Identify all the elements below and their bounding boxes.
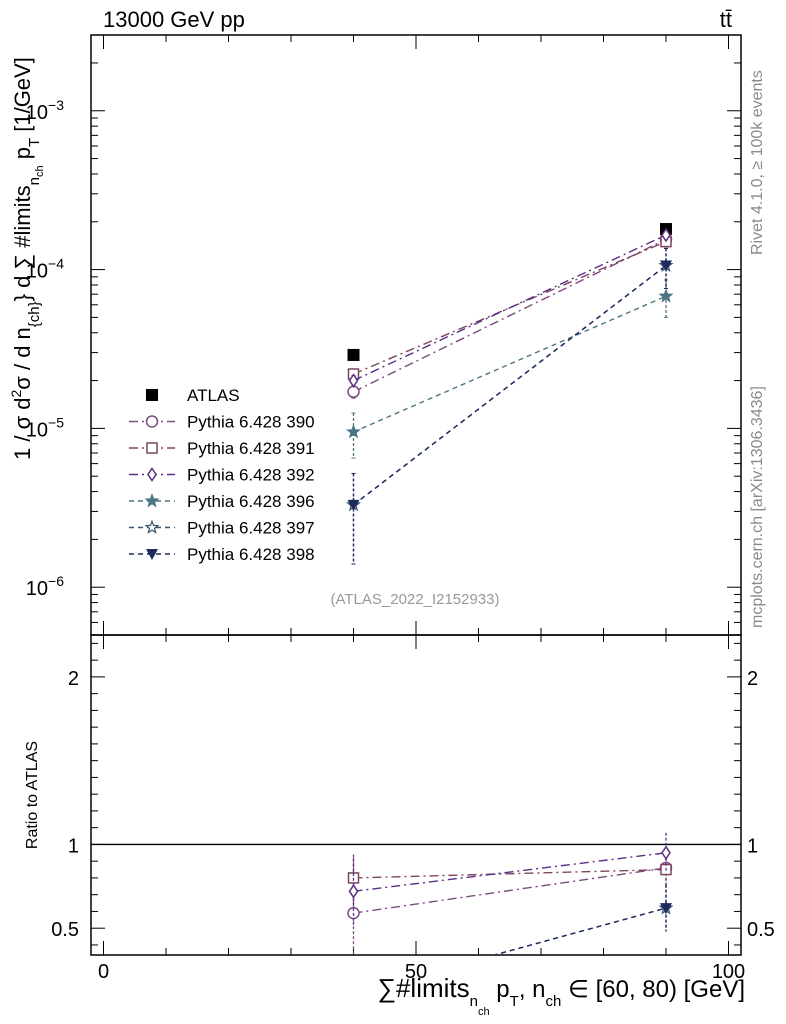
x-tick-label: 50	[405, 961, 427, 983]
series-p397	[346, 247, 674, 565]
x-tick-label: 100	[712, 961, 745, 983]
mcplots-label: mcplots.cern.ch [arXiv:1306.3436]	[749, 386, 766, 628]
legend-entry-p392: Pythia 6.428 392	[129, 466, 315, 485]
series-line-p396	[353, 295, 667, 433]
energy-label: 13000 GeV pp	[103, 7, 245, 32]
legend-entry-p390: Pythia 6.428 390	[129, 413, 315, 432]
x-tick-label: 0	[98, 961, 109, 983]
main-y-axis-label: 1 / σ d2σ / d n{ch}} d ∑ #limitsnch pT […	[8, 57, 46, 460]
main-panel: 10−6 10−5 10−4 10−3 (ATLAS_2022_I2152933) A…	[26, 34, 742, 636]
ratio-y-tick-label: 1	[68, 835, 79, 857]
legend-marker	[146, 389, 158, 401]
ratio-y-tick-label: 2	[68, 668, 79, 690]
ratio-y-tick-label-right: 0.5	[747, 919, 775, 941]
point-p396	[345, 423, 362, 439]
ratio-series-p398	[348, 884, 672, 1000]
point-atlas	[347, 348, 360, 361]
ratio-line-p390	[353, 867, 667, 914]
legend-marker	[147, 467, 157, 482]
ratio-point-p392	[348, 883, 359, 899]
ratio-series-p391	[347, 852, 672, 902]
series-p396	[345, 279, 674, 459]
process-label: tt̄	[720, 7, 732, 32]
ratio-y-tick-label: 0.5	[51, 919, 79, 941]
ratio-series-p392	[348, 832, 671, 925]
series-atlas	[347, 223, 672, 361]
ratio-line-p391	[353, 868, 667, 879]
ratio-point-p398	[348, 989, 360, 1000]
ratio-y-axis-label: Ratio to ATLAS	[24, 741, 41, 849]
legend-label: Pythia 6.428 390	[187, 413, 315, 432]
series-p392	[348, 227, 671, 388]
ratio-series-p390	[347, 847, 673, 955]
point-p398	[347, 499, 360, 511]
main-axis-ticks: 10−6 10−5 10−4 10−3	[26, 34, 741, 636]
point-p398	[660, 260, 672, 272]
legend-marker	[144, 493, 160, 508]
legend-marker	[146, 549, 158, 560]
point-p396	[658, 288, 674, 303]
ratio-point-p398	[660, 903, 672, 915]
ratio-y-tick-label-right: 2	[747, 668, 758, 690]
legend-entry-p398: Pythia 6.428 398	[129, 545, 315, 564]
x-axis-label: ∑#limitsnch pT, nch ∈ [60, 80) [GeV]	[377, 973, 745, 1018]
series-p398	[347, 247, 672, 565]
ratio-series-group	[347, 832, 674, 1000]
legend-label: Pythia 6.428 396	[187, 492, 315, 511]
ratio-y-tick-label-right: 1	[747, 835, 758, 857]
legend-label: Pythia 6.428 398	[187, 545, 315, 564]
legend-label: ATLAS	[187, 386, 240, 405]
ratio-panel: 0.5 0.5 1 1 2 2 0 50 100	[51, 634, 775, 1000]
legend-label: Pythia 6.428 391	[187, 439, 315, 458]
analysis-watermark: (ATLAS_2022_I2152933)	[330, 591, 499, 608]
main-y-tick-label: 10−4	[26, 256, 64, 283]
series-p390	[347, 233, 673, 399]
point-p390	[347, 385, 360, 399]
legend-entry-p391: Pythia 6.428 391	[129, 439, 315, 458]
series-line-p390	[353, 238, 667, 393]
ratio-line-p392	[353, 852, 667, 893]
rivet-version-label: Rivet 4.1.0, ≥ 100k events	[749, 70, 766, 255]
legend-entry-atlas: ATLAS	[146, 386, 240, 405]
point-p392	[348, 373, 359, 388]
legend-entry-p396: Pythia 6.428 396	[129, 492, 315, 511]
legend-marker	[144, 519, 160, 534]
legend-label: Pythia 6.428 397	[187, 519, 315, 538]
legend: ATLAS Pythia 6.428 390 Pythia 6.428 391 Pyt…	[129, 386, 315, 564]
ratio-point-p397	[348, 987, 360, 998]
series-line-p398	[353, 265, 667, 506]
main-y-tick-label: 10−6	[26, 573, 64, 600]
series-line-p392	[353, 234, 667, 382]
ratio-axis-ticks: 0.5 0.5 1 1 2 2 0 50 100	[51, 635, 775, 983]
legend-marker	[146, 442, 158, 454]
main-y-tick-label: 10−3	[26, 97, 64, 124]
main-y-tick-label: 10−5	[26, 414, 64, 441]
ratio-frame	[90, 634, 742, 956]
ratio-point-p392	[661, 845, 671, 861]
legend-label: Pythia 6.428 392	[187, 466, 315, 485]
main-series-group	[345, 223, 674, 565]
legend-marker	[145, 415, 159, 428]
legend-entry-p397: Pythia 6.428 397	[129, 519, 315, 538]
point-p392	[661, 227, 671, 243]
